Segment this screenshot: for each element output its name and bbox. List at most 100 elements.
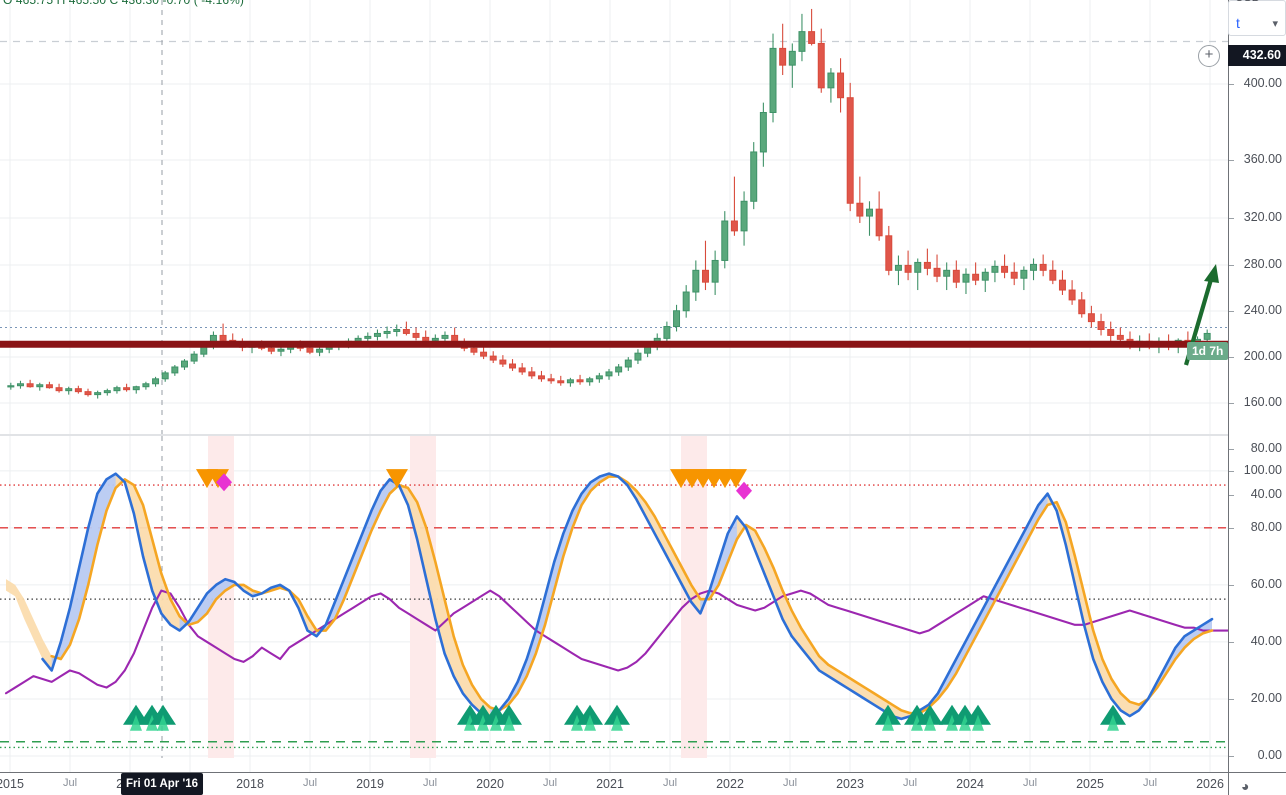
candle-body — [837, 72, 845, 99]
buy-signal-marker-inner — [1107, 714, 1119, 731]
candle-body — [740, 200, 748, 232]
candle-body — [933, 267, 941, 277]
sell-signal-marker[interactable] — [725, 469, 747, 489]
candle-body — [769, 47, 777, 114]
time-axis-year-label: 2021 — [596, 777, 624, 791]
candle-body — [894, 264, 902, 271]
candle-body — [441, 334, 449, 339]
price-axis[interactable]: 400.00 360.00 320.00 280.00 240.00 200.00 160.… — [1187, 0, 1286, 772]
time-axis-year-label: 2026 — [1196, 777, 1224, 791]
candle-body — [904, 264, 912, 273]
candle-body — [7, 385, 15, 388]
price-axis-tickmark — [1229, 495, 1234, 496]
momentum-line[interactable] — [4, 589, 1228, 695]
stochastic-k-line[interactable] — [41, 472, 1214, 721]
time-axis[interactable]: 2015Jul2017Jul2018Jul2019Jul2020Jul2021J… — [0, 772, 1286, 795]
indicator-axis-tick: 40.00 — [1250, 633, 1282, 648]
time-axis-active-label: Fri 01 Apr '16 — [121, 773, 203, 795]
candle-body — [1020, 269, 1028, 279]
pane-divider[interactable] — [0, 434, 1228, 436]
indicator-axis-tick: 100.00 — [1243, 462, 1282, 477]
time-axis-year-label: 2020 — [476, 777, 504, 791]
time-axis-minor-label: Jul — [902, 777, 918, 789]
candle-body — [605, 371, 613, 377]
candle-body — [943, 269, 951, 277]
candle-body — [470, 347, 478, 353]
time-axis-minor-label: Jul — [1022, 777, 1038, 789]
candle-body — [65, 388, 73, 392]
time-axis-minor-label: Jul — [1142, 777, 1158, 789]
candle-body — [364, 335, 372, 339]
candle-body — [1097, 321, 1105, 331]
candle-body — [509, 363, 517, 369]
candle-body — [952, 269, 960, 283]
currency-selector[interactable]: USD t ▾ — [1228, 0, 1286, 36]
candle-body — [730, 220, 738, 232]
time-axis-minor-label: Jul — [62, 777, 78, 789]
candle-body — [1049, 269, 1057, 281]
divergence-marker[interactable] — [736, 481, 752, 500]
bearish-cloud-fill — [618, 476, 710, 614]
time-axis-minor-label: Jul — [422, 777, 438, 789]
divergence-marker[interactable] — [216, 473, 232, 492]
time-axis-minor-label: Jul — [782, 777, 798, 789]
bullish-cloud-fill — [316, 479, 408, 637]
candle-body — [788, 50, 796, 66]
candle-body — [692, 269, 700, 293]
indicator-axis-tickmark — [1229, 756, 1234, 757]
candle-body — [161, 372, 169, 380]
price-axis-tick: 200.00 — [1243, 349, 1282, 363]
price-axis-tickmark — [1229, 449, 1234, 450]
bearish-cloud-fill — [398, 485, 500, 717]
add-indicator-button[interactable]: + — [1198, 45, 1220, 67]
candle-body — [55, 387, 63, 392]
candle-body — [489, 355, 497, 361]
axis-corner-control[interactable]: ◕ — [1228, 772, 1286, 795]
indicator-axis-tickmark — [1229, 527, 1234, 529]
stochastic-indicator-pane[interactable] — [0, 436, 1228, 772]
price-axis-tickmark — [1229, 311, 1234, 312]
indicator-axis-tickmark — [1229, 584, 1234, 586]
candle-body — [1039, 263, 1047, 271]
buy-signal-marker-inner — [584, 714, 596, 731]
candle-body — [1001, 265, 1009, 273]
buy-signal-marker-inner — [464, 714, 476, 731]
sell-signal-marker[interactable] — [386, 469, 408, 489]
bullish-breakout-arrow-head[interactable] — [1204, 264, 1219, 283]
stochastic-d-line[interactable] — [50, 475, 1214, 715]
time-axis-year-label: 2019 — [356, 777, 384, 791]
candle-body — [373, 332, 381, 337]
chevron-down-icon[interactable]: ▾ — [1272, 18, 1278, 30]
price-axis-tick: 160.00 — [1243, 395, 1282, 409]
buy-signal-marker-inner — [924, 714, 936, 731]
candle-body — [721, 220, 729, 261]
candle-body — [537, 375, 545, 380]
candle-body — [316, 348, 324, 353]
time-axis-year-label: 2022 — [716, 777, 744, 791]
candle-body — [190, 353, 198, 362]
candle-body — [74, 388, 82, 393]
candle-body — [586, 378, 594, 383]
price-axis-tickmark — [1229, 403, 1234, 404]
candle-body — [817, 42, 825, 89]
bullish-cloud-fill — [910, 493, 1057, 717]
indicator-axis-tick: 20.00 — [1250, 690, 1282, 705]
candle-body — [1203, 332, 1211, 340]
candle-body — [557, 380, 565, 384]
candle-body — [412, 332, 420, 338]
candle-body — [152, 378, 160, 385]
price-pane[interactable] — [0, 0, 1228, 434]
candle-body — [827, 72, 835, 89]
crosshair-settings-icon[interactable]: ◕ — [1241, 778, 1250, 794]
candle-body — [45, 384, 53, 389]
candle-body — [846, 97, 854, 204]
bearish-cloud-fill — [289, 590, 326, 637]
candle-body — [528, 371, 536, 377]
candle-body — [26, 383, 34, 388]
price-axis-tickmark — [1229, 218, 1234, 219]
bearish-cloud-fill — [6, 579, 61, 671]
candle-body — [885, 235, 893, 271]
candle-body — [856, 202, 864, 217]
time-axis-year-label: 2023 — [836, 777, 864, 791]
